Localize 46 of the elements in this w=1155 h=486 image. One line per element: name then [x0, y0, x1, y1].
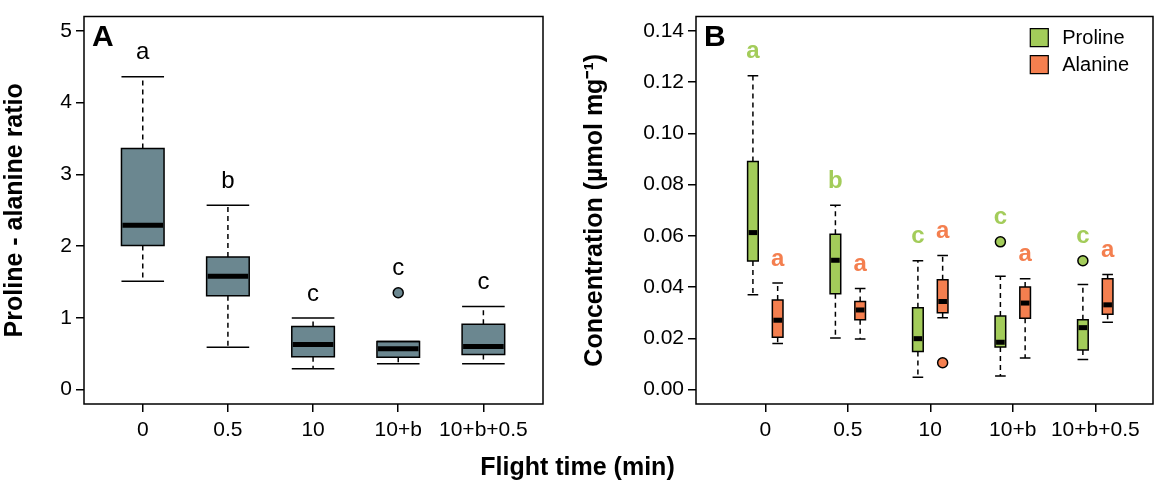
- x-tick-label: 0.5: [833, 417, 863, 441]
- annotation: c: [993, 202, 1008, 230]
- legend-label: Proline: [1062, 26, 1125, 49]
- x-tick-label: 0: [759, 417, 772, 441]
- annotation: a: [935, 216, 950, 244]
- x-tick-label: 10: [301, 417, 325, 441]
- x-tick-label: 10+b: [374, 417, 422, 441]
- y-tick-label: 5: [60, 17, 72, 41]
- annotation: a: [770, 243, 785, 271]
- y-tick-label: 3: [60, 161, 72, 185]
- y-axis-title: Concentration (µmol mg⁻¹): [578, 53, 607, 367]
- x-tick-label: 10+b+0.5: [439, 417, 528, 441]
- y-tick-label: 0.04: [643, 273, 685, 297]
- x-tick-label: 0.5: [213, 417, 243, 441]
- annotation: a: [1100, 235, 1115, 263]
- annotation: a: [853, 249, 868, 277]
- x-tick-label: 10+b+0.5: [1050, 417, 1140, 441]
- annotation: c: [477, 267, 490, 295]
- annotation: c: [911, 221, 925, 249]
- annotation: c: [1076, 221, 1090, 249]
- y-tick-label: 4: [60, 89, 73, 113]
- annotation: c: [392, 253, 405, 281]
- annotation: a: [746, 36, 761, 64]
- y-tick-label: 0.00: [643, 376, 684, 400]
- x-axis-title: Flight time (min): [479, 452, 676, 481]
- annotation: c: [307, 278, 320, 306]
- y-axis-title: Proline - alanine ratio: [0, 83, 27, 338]
- y-tick-label: 1: [60, 304, 72, 328]
- annotation: b: [828, 165, 843, 193]
- y-tick-label: 0.10: [643, 120, 684, 144]
- legend-label: Alanine: [1062, 53, 1129, 76]
- y-tick-label: 0.08: [643, 171, 684, 195]
- x-tick-label: 0: [136, 417, 149, 441]
- annotation: a: [136, 37, 151, 65]
- chart-title: B: [704, 18, 726, 52]
- y-tick-label: 0.14: [643, 17, 685, 41]
- chart-title: A: [92, 18, 114, 52]
- y-tick-label: 0.06: [643, 222, 684, 246]
- y-tick-label: 0.12: [643, 68, 684, 92]
- annotation: a: [1018, 239, 1033, 267]
- y-tick-label: 0: [60, 376, 72, 400]
- y-tick-label: 0.02: [643, 325, 684, 349]
- x-tick-label: 10: [918, 417, 942, 441]
- x-tick-label: 10+b: [989, 417, 1037, 441]
- y-tick-label: 2: [60, 232, 72, 256]
- annotation: b: [221, 165, 235, 193]
